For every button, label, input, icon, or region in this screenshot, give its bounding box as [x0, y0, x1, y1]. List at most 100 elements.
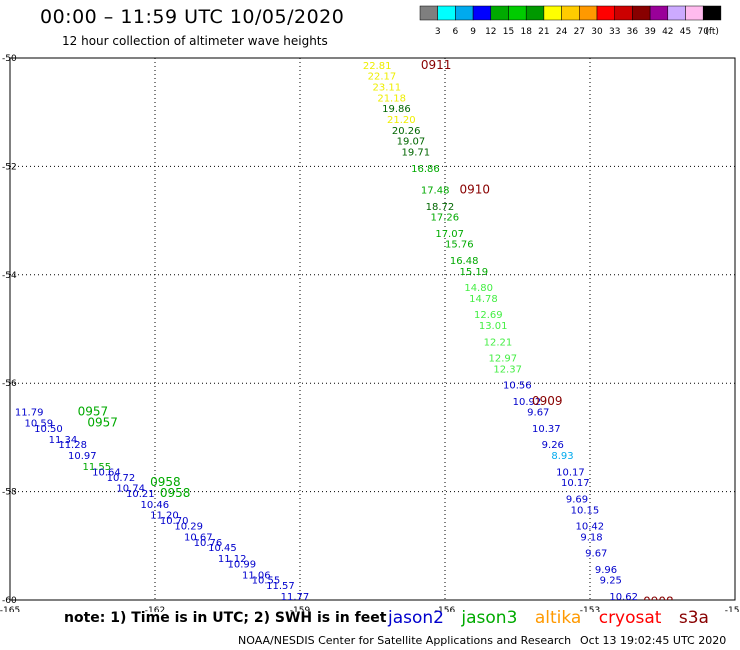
data-point-label: 9.18: [580, 532, 602, 543]
time-label: 0908: [643, 594, 674, 608]
legend-altika: altika: [534, 608, 582, 628]
data-point-label: 10.15: [571, 505, 600, 516]
data-point-label: 16.48: [450, 256, 479, 267]
data-point-label: 14.80: [464, 283, 493, 294]
data-point-label: 19.07: [397, 137, 426, 148]
data-point-label: 14.78: [469, 294, 498, 305]
legend-cryosat: cryosat: [598, 608, 662, 628]
time-label: 0910: [460, 183, 491, 197]
colorbar-label: 12: [485, 27, 496, 37]
data-point-label: 12.37: [493, 364, 522, 375]
data-point-label: 11.57: [266, 581, 295, 592]
colorbar-label: 3: [435, 27, 441, 37]
data-point-label: 10.97: [68, 451, 97, 462]
data-point-label: 9.67: [527, 408, 549, 419]
y-tick-label: -60: [2, 596, 17, 606]
x-tick-label: -159: [290, 606, 311, 612]
color-scale-legend: 3 6 9 12 15 18 21 24 27 30 33 36 39 42 45 70(ft): [419, 5, 722, 37]
data-point-label: 10.29: [174, 522, 203, 533]
data-point-label: 18.72: [426, 202, 455, 213]
data-layer: 22.8122.1723.1121.1819.8621.2020.2619.07…: [15, 58, 674, 608]
satellite-legend: jason2 jason3 altika cryosat s3a: [388, 608, 721, 628]
y-tick-label: -52: [2, 162, 17, 172]
colorbar-label: 42: [662, 27, 673, 37]
colorbar-label: 15: [503, 27, 514, 37]
colorbar-label: 30: [591, 27, 603, 37]
data-point-label: 10.42: [576, 522, 605, 533]
data-point-label: 10.37: [532, 424, 561, 435]
colorbar-swatch: [702, 5, 722, 21]
legend-jason2: jason2: [388, 608, 444, 628]
data-point-label: 21.20: [387, 115, 416, 126]
x-tick-label: -153: [580, 606, 600, 612]
data-point-label: 11.20: [150, 511, 179, 522]
data-point-label: 10.67: [184, 532, 213, 543]
x-tick-label: -150: [725, 606, 740, 612]
legend-s3a: s3a: [678, 608, 709, 628]
data-point-label: 17.26: [431, 213, 460, 224]
time-label: 0957: [87, 416, 118, 430]
data-point-label: 12.97: [489, 354, 518, 365]
data-point-label: 17.07: [435, 229, 464, 240]
wave-height-chart: -165 -162 -159 -156 -153 -150 -50 -52 -54 -56 -58 -…: [0, 54, 740, 612]
x-tick-label: -156: [435, 606, 456, 612]
data-point-label: 15.76: [445, 240, 474, 251]
data-point-label: 11.79: [15, 408, 44, 419]
note-text: note: 1) Time is in UTC; 2) SWH is in fe…: [64, 610, 387, 626]
data-point-label: 11.06: [242, 570, 271, 581]
data-point-label: 13.01: [479, 321, 508, 332]
colorbar-label: 70: [697, 27, 709, 37]
chart-title: 00:00 – 11:59 UTC 10/05/2020: [40, 6, 345, 28]
data-point-label: 10.46: [141, 500, 170, 511]
data-point-label: 8.93: [551, 451, 573, 462]
y-tick-label: -50: [2, 54, 17, 64]
data-point-label: 10.72: [107, 473, 136, 484]
colorbar-label: 45: [680, 27, 691, 37]
data-point-label: 10.76: [194, 538, 223, 549]
data-point-label: 10.45: [208, 543, 237, 554]
colorbar-label: 6: [453, 27, 459, 37]
colorbar-label: 9: [470, 27, 476, 37]
colorbar-label: 39: [644, 27, 656, 37]
data-point-label: 20.26: [392, 126, 421, 137]
data-point-label: 10.17: [561, 478, 590, 489]
colorbar-label: 27: [574, 27, 585, 37]
data-point-label: 9.25: [600, 576, 622, 587]
data-point-label: 15.19: [460, 267, 489, 278]
data-point-label: 9.67: [585, 549, 607, 560]
data-point-label: 19.86: [382, 104, 411, 115]
data-point-label: 23.11: [373, 83, 402, 94]
data-point-label: 22.81: [363, 61, 392, 72]
data-point-label: 21.18: [377, 93, 406, 104]
data-point-label: 10.99: [228, 559, 257, 570]
data-point-label: 9.96: [595, 565, 617, 576]
data-point-label: 10.70: [160, 516, 189, 527]
footer-timestamp: Oct 13 19:02:45 UTC 2020: [580, 634, 727, 647]
footer-credit: NOAA/NESDIS Center for Satellite Applica…: [238, 634, 572, 647]
colorbar-label: 36: [627, 27, 639, 37]
data-point-label: 10.21: [126, 489, 155, 500]
chart-subtitle: 12 hour collection of altimeter wave hei…: [62, 34, 328, 48]
data-point-label: 10.17: [556, 467, 585, 478]
data-point-label: 11.28: [58, 440, 87, 451]
y-tick-label: -58: [2, 488, 17, 498]
plot-frame: [9, 57, 736, 601]
data-point-label: 11.12: [218, 554, 247, 565]
data-point-label: 9.69: [566, 494, 588, 505]
data-point-label: 10.50: [34, 424, 63, 435]
y-tick-label: -54: [2, 271, 17, 281]
data-point-label: 10.56: [503, 381, 532, 392]
data-point-label: 11.34: [49, 435, 78, 446]
data-point-label: 10.92: [513, 397, 542, 408]
colorbar-label: 33: [609, 27, 620, 37]
y-tick-label: -56: [2, 379, 17, 389]
legend-jason3: jason3: [461, 608, 518, 628]
data-point-label: 10.62: [609, 592, 638, 603]
colorbar-label: 18: [520, 27, 532, 37]
data-point-label: 10.64: [92, 467, 121, 478]
data-point-label: 17.48: [421, 186, 450, 197]
data-point-label: 10.74: [116, 484, 145, 495]
time-label: 0911: [421, 58, 452, 72]
colorbar-unit: (ft): [705, 27, 719, 37]
data-point-label: 11.55: [83, 462, 112, 473]
